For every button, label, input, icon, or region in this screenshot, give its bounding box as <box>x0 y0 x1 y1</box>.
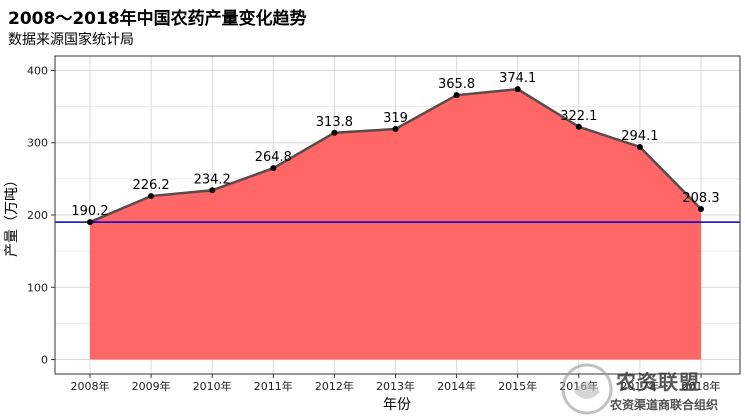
data-point <box>270 165 277 172</box>
data-point <box>698 206 704 213</box>
data-point <box>575 123 582 130</box>
area-fill <box>90 89 701 360</box>
x-tick-label: 2017年 <box>620 379 659 393</box>
data-label: 294.1 <box>621 129 658 144</box>
watermark-main-text: 农资联盟 <box>616 370 700 394</box>
data-point <box>453 92 460 99</box>
data-point <box>636 143 643 150</box>
axis-layer: 0 100 200 300 400 2008年 2009年 2010年 2011年 2012年 20… <box>27 64 721 393</box>
chart-title: 2008～2018年中国农药产量变化趋势 <box>8 9 307 29</box>
data-label: 319 <box>383 111 408 126</box>
y-axis-title: 产量（万吨） <box>4 173 20 257</box>
data-label: 322.1 <box>560 109 597 124</box>
data-label: 264.8 <box>255 150 292 165</box>
x-tick-label: 2014年 <box>437 379 476 393</box>
x-tick-label: 2011年 <box>254 379 293 393</box>
y-tick-label: 0 <box>41 354 48 367</box>
data-point <box>209 187 216 194</box>
chart-subtitle: 数据来源国家统计局 <box>8 32 134 48</box>
data-label: 226.2 <box>132 178 169 193</box>
watermark-sub-text: 农资渠道商联合组织 <box>610 398 719 412</box>
x-tick-label: 2008年 <box>71 379 110 393</box>
x-tick-label: 2010年 <box>193 379 232 393</box>
x-tick-label: 2013年 <box>376 379 415 393</box>
x-axis-title: 年份 <box>383 397 411 413</box>
data-point <box>148 193 155 200</box>
x-tick-label: 2012年 <box>315 379 354 393</box>
data-point <box>514 86 521 93</box>
y-tick-label: 100 <box>27 281 48 294</box>
y-tick-label: 200 <box>27 209 48 222</box>
point-layer <box>87 86 704 226</box>
x-tick-label: 2018年 <box>682 379 721 393</box>
data-point <box>392 125 399 132</box>
data-label: 208.3 <box>682 191 719 206</box>
data-label: 234.2 <box>194 172 231 187</box>
data-label: 313.8 <box>316 115 353 130</box>
data-point <box>87 219 93 226</box>
x-tick-label: 2009年 <box>132 379 171 393</box>
y-tick-label: 300 <box>27 137 48 150</box>
data-label-layer: 190.2 226.2 234.2 264.8 313.8 319 365.8 374.1 32… <box>71 71 719 219</box>
y-tick-label: 400 <box>27 64 48 77</box>
data-label: 365.8 <box>438 77 475 92</box>
data-point <box>331 129 338 136</box>
data-label: 374.1 <box>499 71 536 86</box>
x-tick-label: 2015年 <box>498 379 537 393</box>
data-label: 190.2 <box>71 204 108 219</box>
watermark-emblem-icon <box>561 363 613 415</box>
panel-border <box>54 55 741 375</box>
watermark-logo: 农资联盟 农资渠道商联合组织 <box>560 362 742 418</box>
